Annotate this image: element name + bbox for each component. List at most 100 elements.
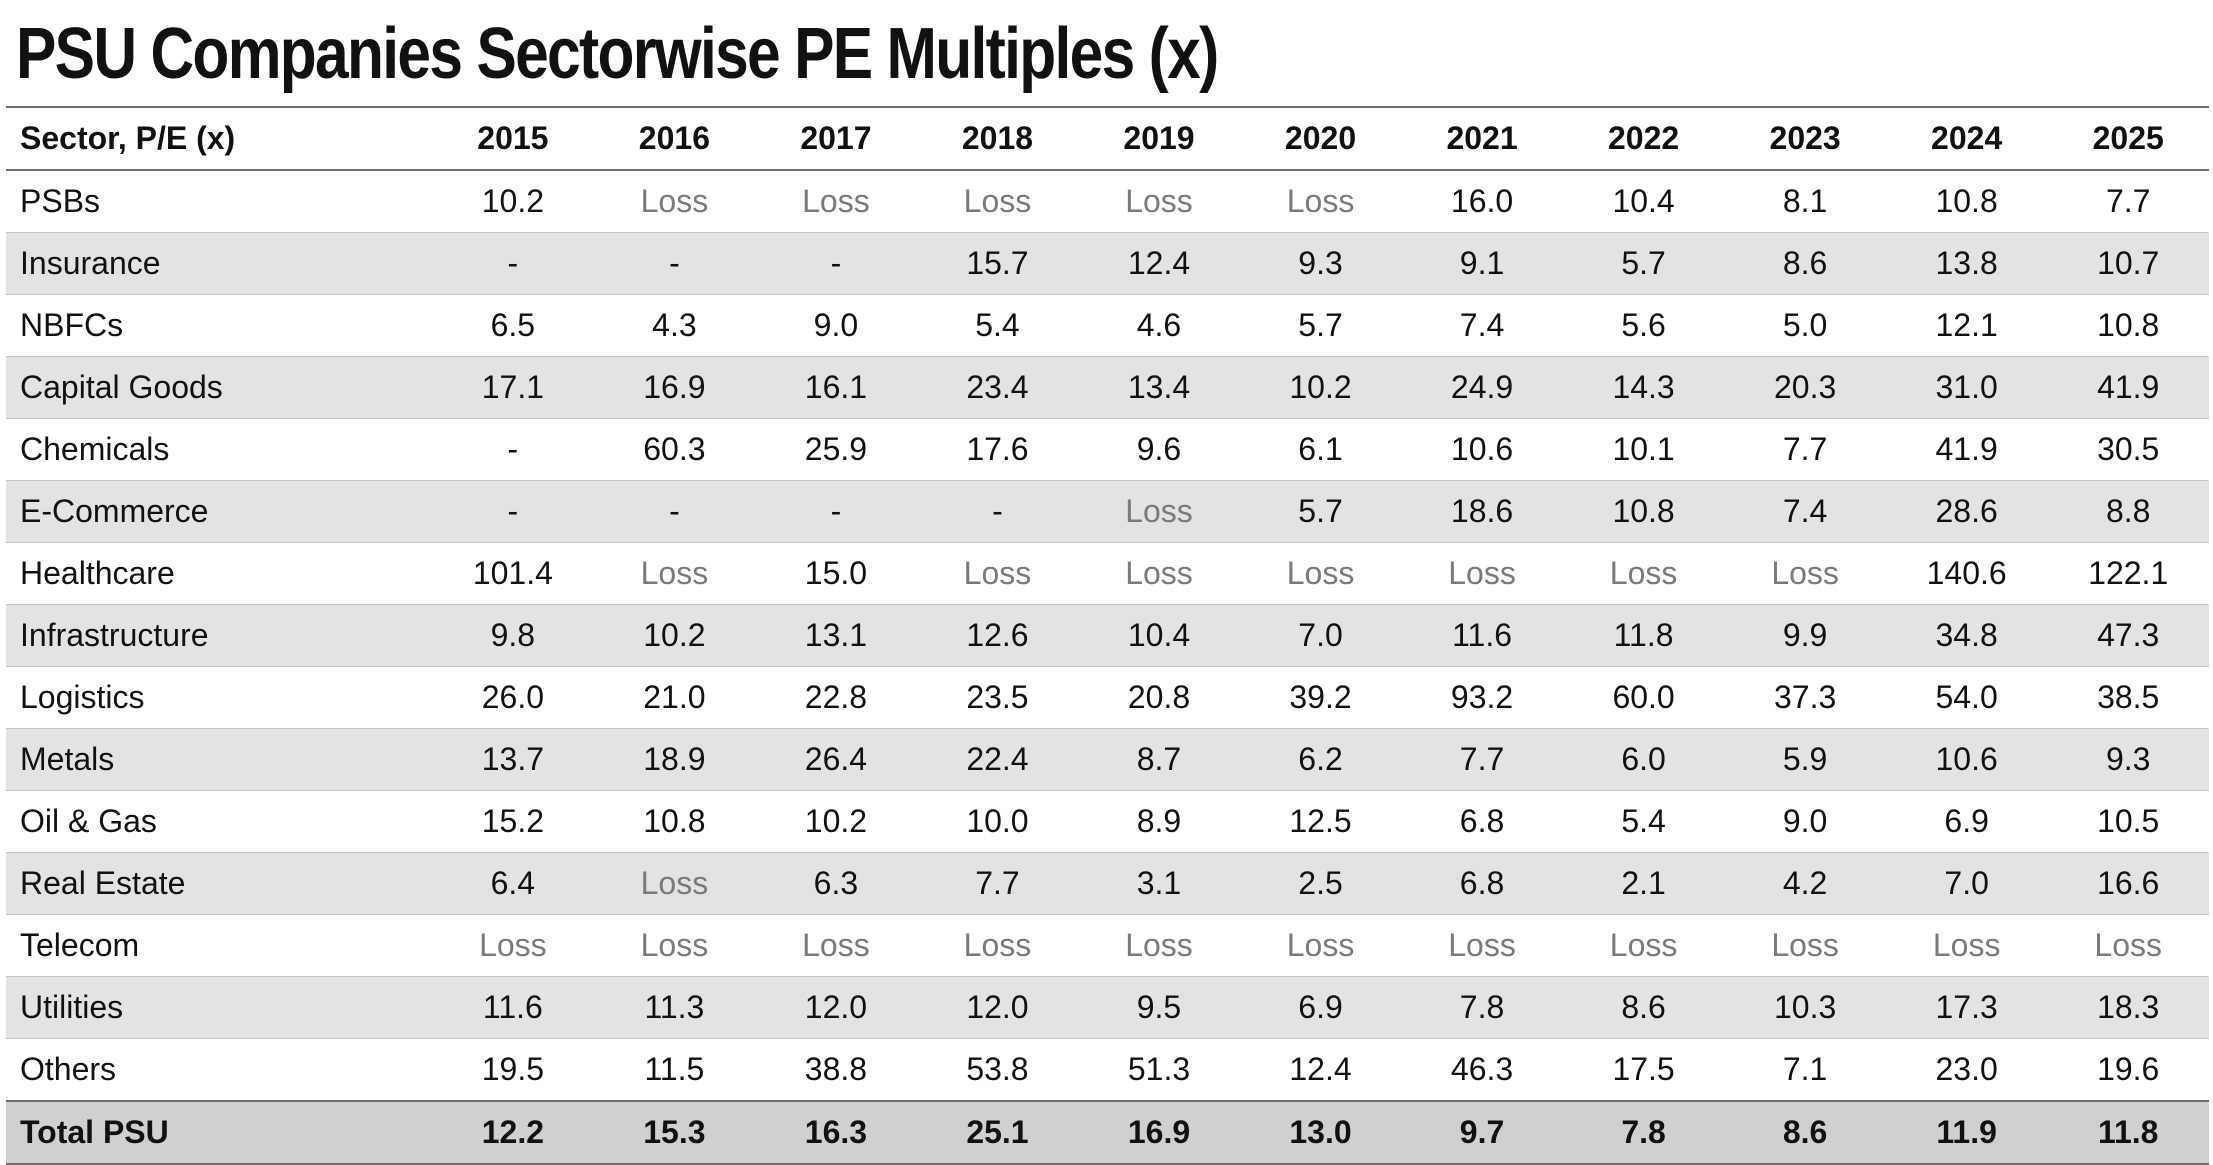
pe-value-cell: 6.8: [1401, 790, 1563, 853]
pe-value-cell: Loss: [2047, 914, 2209, 977]
pe-value-cell: 10.6: [1885, 728, 2048, 791]
pe-value-cell: 10.2: [1239, 356, 1402, 419]
pe-value-cell: 23.5: [916, 666, 1079, 729]
pe-value-cell: 11.6: [432, 976, 594, 1039]
pe-value-cell: 6.2: [1239, 728, 1402, 791]
table-row: Metals 13.7 18.9 26.4 22.4 8.7 6.2 7.7 6.0 5.9 10.…: [6, 728, 2209, 791]
pe-value-cell: 30.5: [2047, 418, 2209, 481]
table-row: NBFCs 6.5 4.3 9.0 5.4 4.6 5.7 7.4 5.6 5.0 12.1 10.8: [6, 294, 2209, 357]
table-row: Logistics 26.0 21.0 22.8 23.5 20.8 39.2 93.2 60.…: [6, 666, 2209, 729]
column-header-year: 2020: [1239, 106, 1402, 171]
pe-value-cell: 6.4: [432, 852, 594, 915]
pe-value-cell: 6.3: [755, 852, 917, 915]
table-row: E-Commerce - - - - Loss 5.7 18.6 10.8 7.4 28.6 8.8: [6, 480, 2209, 543]
pe-value-cell: 10.4: [1562, 170, 1725, 233]
pe-value-cell: Loss: [1401, 542, 1563, 605]
pe-value-cell: 12.1: [1885, 294, 2048, 357]
table-row: Oil & Gas 15.2 10.8 10.2 10.0 8.9 12.5 6.8 5.4 9.…: [6, 790, 2209, 853]
table-row: Infrastructure 9.8 10.2 13.1 12.6 10.4 7.0 11.6…: [6, 604, 2209, 667]
pe-value-cell: -: [916, 480, 1079, 543]
column-header-sector: Sector, P/E (x): [6, 106, 433, 171]
pe-value-cell: 5.4: [1562, 790, 1725, 853]
column-header-year: 2025: [2047, 106, 2209, 171]
pe-value-cell: 9.0: [1724, 790, 1886, 853]
pe-value-cell: 3.1: [1078, 852, 1240, 915]
pe-value-cell: 10.3: [1724, 976, 1886, 1039]
sector-cell: Utilities: [6, 976, 433, 1039]
pe-value-cell: 4.3: [593, 294, 756, 357]
sector-cell: E-Commerce: [6, 480, 433, 543]
table-row: Healthcare 101.4 Loss 15.0 Loss Loss Loss Loss L…: [6, 542, 2209, 605]
pe-value-cell: 9.5: [1078, 976, 1240, 1039]
pe-value-cell: 8.7: [1078, 728, 1240, 791]
pe-value-cell: 9.8: [432, 604, 594, 667]
pe-value-cell: Loss: [1724, 914, 1886, 977]
pe-value-cell: 12.0: [755, 976, 917, 1039]
pe-value-cell: -: [755, 232, 917, 295]
pe-value-cell: 7.8: [1562, 1100, 1725, 1165]
pe-value-cell: 15.7: [916, 232, 1079, 295]
pe-value-cell: 13.8: [1885, 232, 2048, 295]
pe-multiples-table: Sector, P/E (x) 2015 2016 2017 2018 2019 2020…: [6, 106, 2209, 1165]
column-header-year: 2023: [1724, 106, 1886, 171]
pe-value-cell: -: [593, 232, 756, 295]
pe-value-cell: 7.7: [1401, 728, 1563, 791]
pe-value-cell: 60.3: [593, 418, 756, 481]
sector-cell: Insurance: [6, 232, 433, 295]
pe-value-cell: 24.9: [1401, 356, 1563, 419]
pe-value-cell: 19.5: [432, 1038, 594, 1102]
pe-value-cell: 18.9: [593, 728, 756, 791]
pe-value-cell: 25.9: [755, 418, 917, 481]
pe-value-cell: 17.1: [432, 356, 594, 419]
pe-value-cell: 9.3: [2047, 728, 2209, 791]
pe-value-cell: 13.7: [432, 728, 594, 791]
table-row: Chemicals -60.3 25.9 17.6 9.6 6.1 10.6 10.1 7.7 4…: [6, 418, 2209, 481]
sector-cell: Total PSU: [6, 1100, 433, 1165]
pe-value-cell: 16.6: [2047, 852, 2209, 915]
pe-value-cell: 5.0: [1724, 294, 1886, 357]
pe-value-cell: 26.4: [755, 728, 917, 791]
pe-value-cell: -: [755, 480, 917, 543]
pe-value-cell: 7.4: [1724, 480, 1886, 543]
pe-value-cell: 11.6: [1401, 604, 1563, 667]
pe-value-cell: 39.2: [1239, 666, 1402, 729]
pe-value-cell: 6.0: [1562, 728, 1725, 791]
pe-value-cell: 6.1: [1239, 418, 1402, 481]
sector-cell: Chemicals: [6, 418, 433, 481]
pe-value-cell: 7.8: [1401, 976, 1563, 1039]
sector-cell: Healthcare: [6, 542, 433, 605]
pe-value-cell: 11.8: [1562, 604, 1725, 667]
column-header-year: 2017: [755, 106, 917, 171]
pe-value-cell: 20.8: [1078, 666, 1240, 729]
pe-value-cell: 13.0: [1239, 1100, 1402, 1165]
pe-value-cell: 16.9: [1078, 1100, 1240, 1165]
header-row: Sector, P/E (x) 2015 2016 2017 2018 2019 2020…: [6, 106, 2209, 171]
pe-value-cell: 11.9: [1885, 1100, 2048, 1165]
pe-value-cell: 12.0: [916, 976, 1079, 1039]
table-row: Real Estate 6.4 Loss 6.3 7.7 3.1 2.5 6.8 2.1 4.2 7…: [6, 852, 2209, 915]
pe-value-cell: 31.0: [1885, 356, 2048, 419]
pe-value-cell: 4.6: [1078, 294, 1240, 357]
total-row: Total PSU 12.2 15.3 16.3 25.1 16.9 13.0 9.7 7.8 8…: [6, 1100, 2209, 1165]
pe-value-cell: 15.0: [755, 542, 917, 605]
pe-value-cell: 18.6: [1401, 480, 1563, 543]
pe-value-cell: Loss: [1239, 914, 1402, 977]
table-body: PSBs 10.2 Loss Loss Loss Loss Loss 16.0 10.4 8.1 1…: [6, 170, 2209, 1165]
pe-value-cell: Loss: [593, 542, 756, 605]
pe-value-cell: 22.4: [916, 728, 1079, 791]
table-row: Others 19.5 11.5 38.8 53.8 51.3 12.4 46.3 17.5 7.…: [6, 1038, 2209, 1102]
column-header-year: 2015: [432, 106, 594, 171]
pe-value-cell: 10.8: [1885, 170, 2048, 233]
pe-value-cell: 6.5: [432, 294, 594, 357]
pe-value-cell: 22.8: [755, 666, 917, 729]
pe-value-cell: 38.8: [755, 1038, 917, 1102]
pe-value-cell: Loss: [1239, 170, 1402, 233]
pe-value-cell: -: [432, 480, 594, 543]
pe-value-cell: 28.6: [1885, 480, 2048, 543]
pe-value-cell: 6.8: [1401, 852, 1563, 915]
pe-value-cell: 12.5: [1239, 790, 1402, 853]
pe-value-cell: 15.2: [432, 790, 594, 853]
pe-value-cell: 16.1: [755, 356, 917, 419]
pe-value-cell: 12.4: [1078, 232, 1240, 295]
